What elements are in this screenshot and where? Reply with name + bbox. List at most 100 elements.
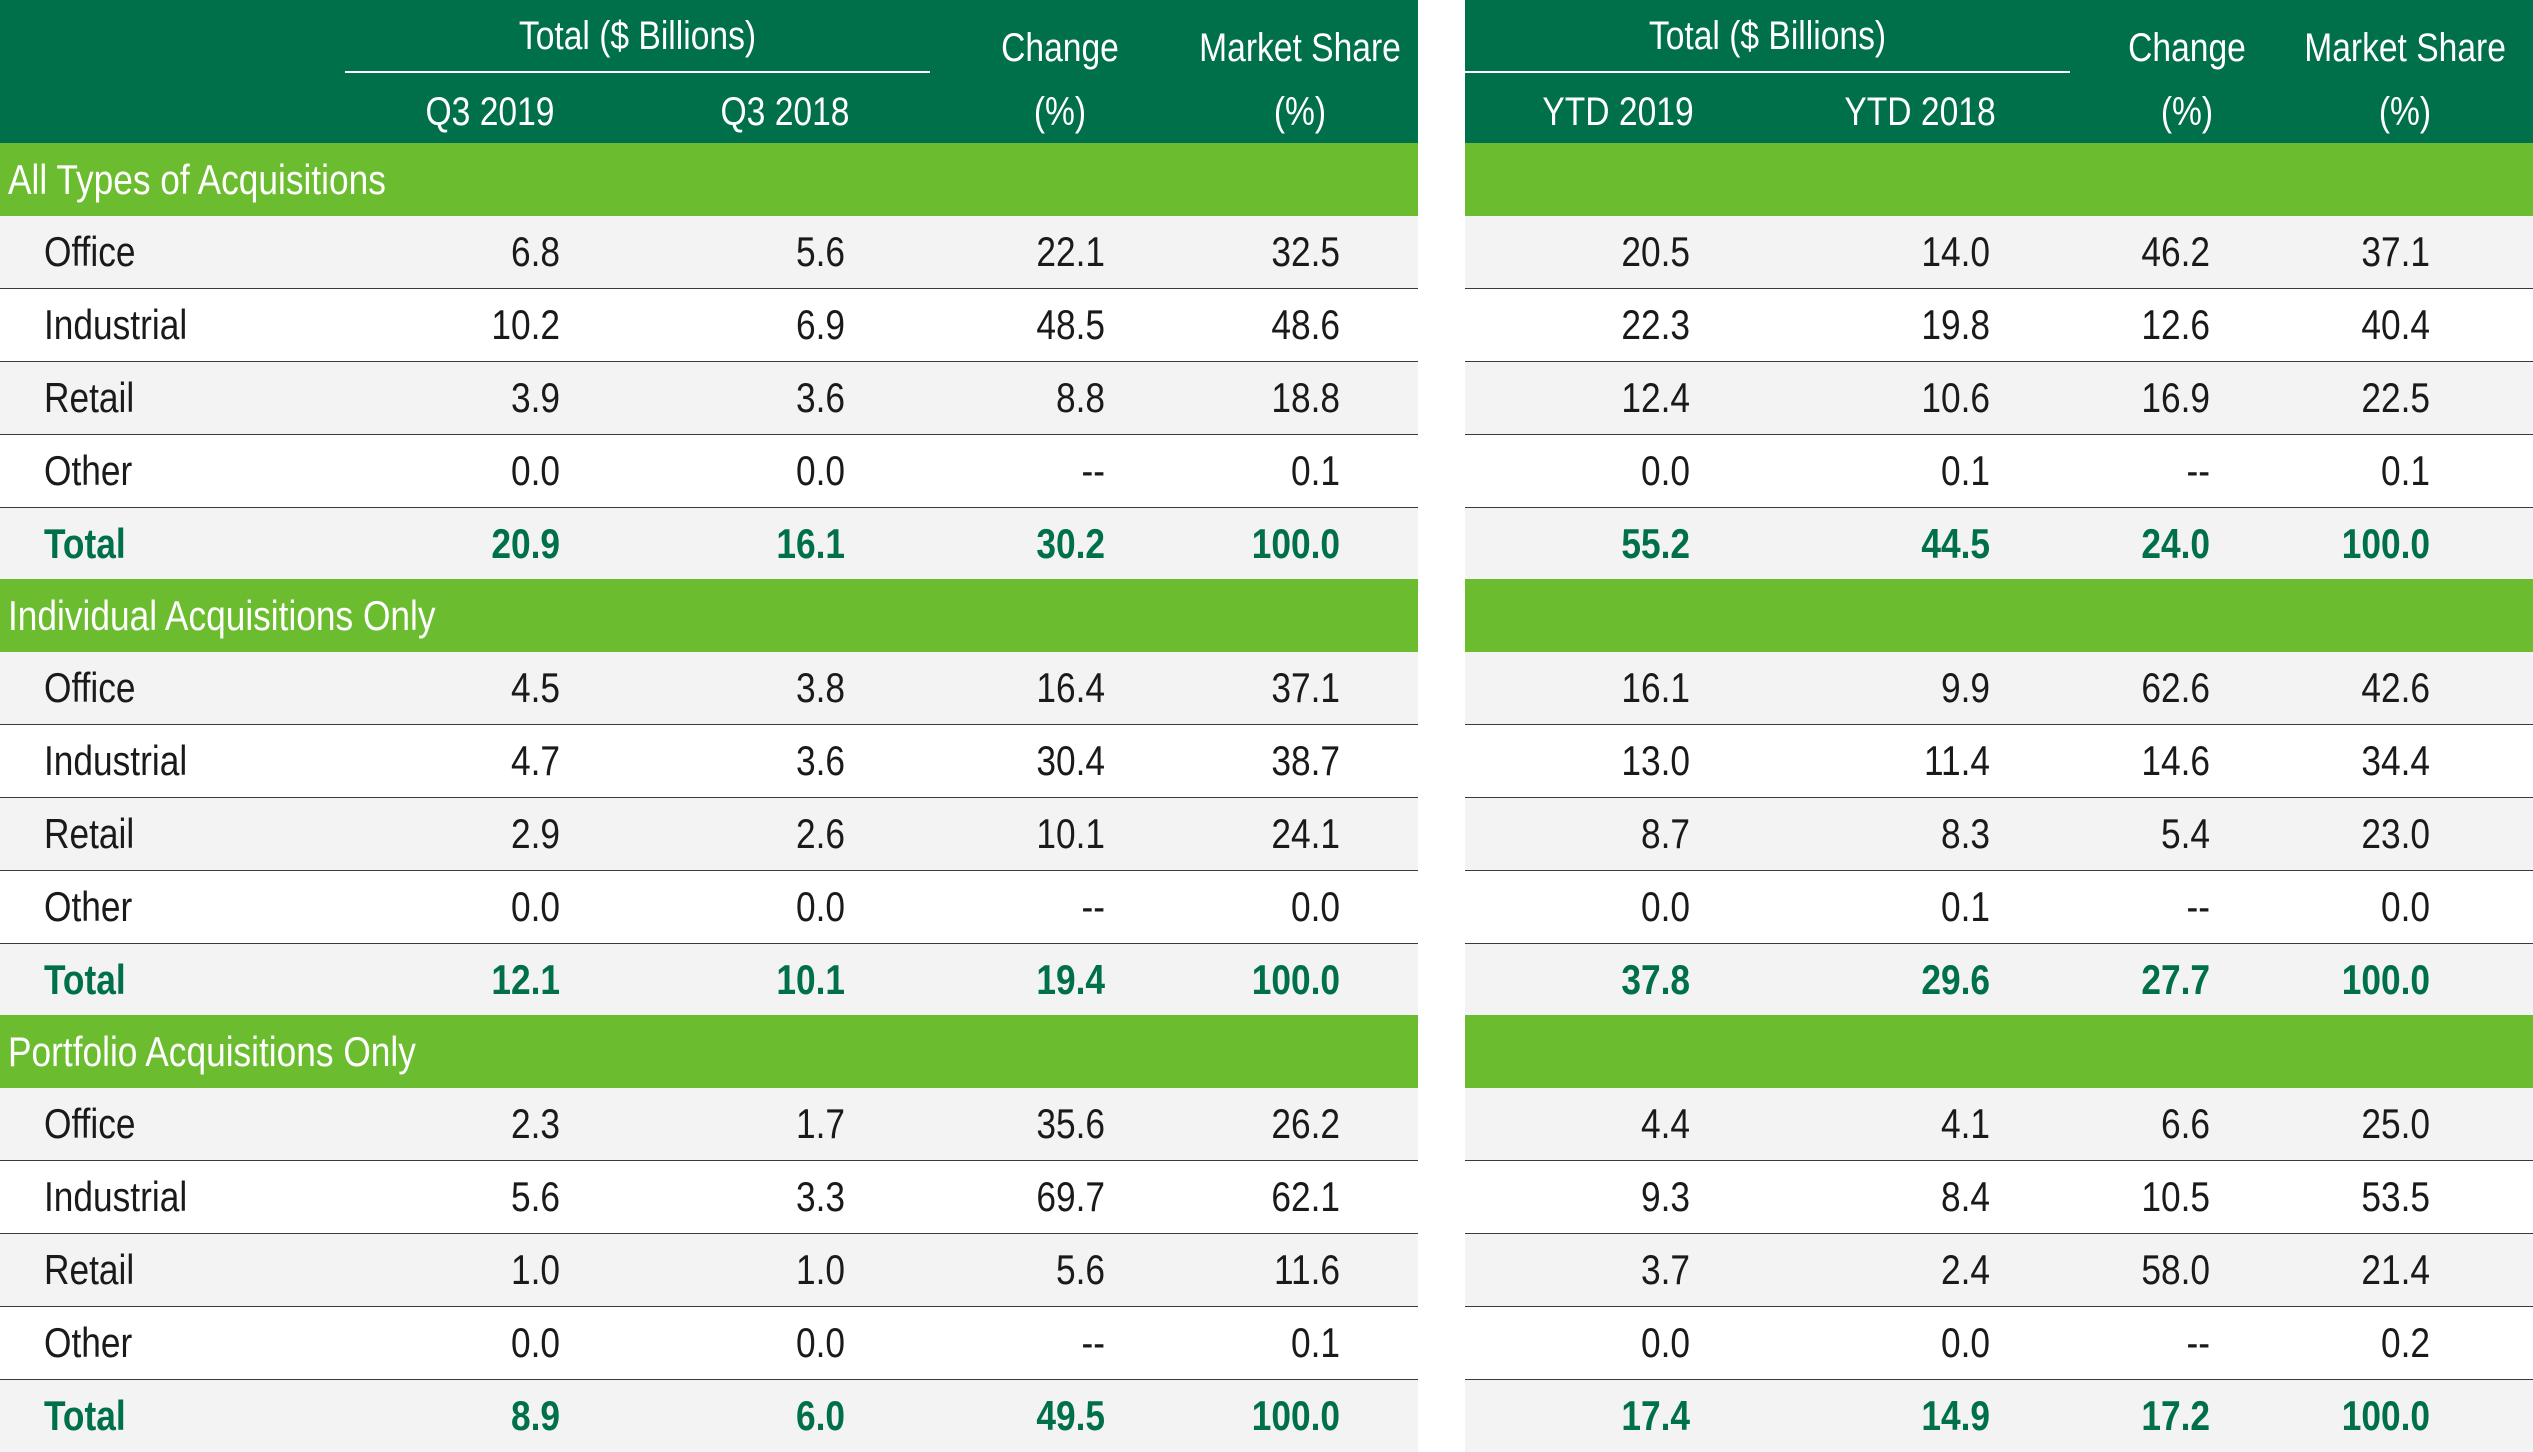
cell-change: 8.8	[1055, 374, 1105, 421]
table-row: Other 0.0 0.0 -- 0.1	[0, 435, 1418, 510]
cell-change: 10.5	[2141, 1173, 2210, 1220]
cell-share: 62.1	[1271, 1173, 1340, 1220]
table-row: Retail 3.9 3.6 8.8 18.8	[0, 362, 1418, 437]
cell-change: 58.0	[2141, 1246, 2210, 1293]
col-header-ytd-2019: YTD 2019	[1542, 90, 1694, 134]
section-header	[1465, 1015, 2533, 1088]
row-label: Retail	[44, 1246, 135, 1293]
cell-c2: 44.5	[1921, 520, 1990, 567]
cell-change: 46.2	[2141, 228, 2210, 275]
section-label: All Types of Acquisitions	[8, 156, 386, 203]
table-row: 20.5 14.0 46.2 37.1	[1465, 216, 2533, 291]
table-row: Industrial 4.7 3.6 30.4 38.7	[0, 725, 1418, 800]
cell-share: 0.1	[1290, 447, 1340, 494]
cell-share: 11.6	[1273, 1246, 1340, 1293]
row-label: Total	[44, 520, 126, 567]
total-row: 55.2 44.5 24.0 100.0	[1465, 508, 2533, 580]
cell-share: 24.1	[1271, 810, 1340, 857]
table-row: Retail 1.0 1.0 5.6 11.6	[0, 1234, 1418, 1309]
cell-c2: 3.3	[795, 1173, 845, 1220]
table-row: Office 4.5 3.8 16.4 37.1	[0, 652, 1418, 727]
cell-c2: 2.6	[795, 810, 845, 857]
row-label: Other	[44, 447, 133, 494]
cell-c1: 13.0	[1621, 737, 1690, 784]
table-row: 22.3 19.8 12.6 40.4	[1465, 289, 2533, 364]
cell-share: 100.0	[1251, 1392, 1340, 1439]
table-row: 13.0 11.4 14.6 34.4	[1465, 725, 2533, 800]
cell-c2: 8.4	[1940, 1173, 1990, 1220]
cell-change: --	[1081, 1319, 1105, 1366]
cell-c1: 0.0	[510, 447, 560, 494]
cell-c2: 6.9	[795, 301, 845, 348]
table-header: Total ($ Billions) YTD 2019 YTD 2018 Cha…	[1465, 0, 2533, 143]
section-header: Portfolio Acquisitions Only	[0, 1015, 1418, 1088]
cell-change: 30.4	[1036, 737, 1105, 784]
cell-c1: 6.8	[510, 228, 560, 275]
row-label: Industrial	[44, 1173, 188, 1220]
table-row: 16.1 9.9 62.6 42.6	[1465, 652, 2533, 727]
cell-share: 40.4	[2361, 301, 2430, 348]
section-header	[1465, 579, 2533, 652]
cell-c1: 5.6	[510, 1173, 560, 1220]
table-row: Other 0.0 0.0 -- 0.1	[0, 1307, 1418, 1382]
cell-change: 30.2	[1036, 520, 1105, 567]
cell-c2: 8.3	[1940, 810, 1990, 857]
cell-share: 100.0	[2341, 520, 2430, 567]
cell-share: 37.1	[2361, 228, 2430, 275]
cell-c1: 9.3	[1640, 1173, 1690, 1220]
cell-change: 14.6	[2141, 737, 2210, 784]
cell-c2: 16.1	[776, 520, 845, 567]
table-row: Retail 2.9 2.6 10.1 24.1	[0, 798, 1418, 873]
row-label: Total	[44, 1392, 126, 1439]
cell-change: 69.7	[1036, 1173, 1105, 1220]
cell-c2: 0.0	[795, 447, 845, 494]
row-label: Industrial	[44, 301, 188, 348]
ytd-acquisitions-table: Total ($ Billions) YTD 2019 YTD 2018 Cha…	[1465, 0, 2533, 1452]
cell-c1: 20.5	[1621, 228, 1690, 275]
cell-change: --	[2186, 1319, 2210, 1366]
cell-share: 25.0	[2361, 1100, 2430, 1147]
cell-c1: 2.3	[510, 1100, 560, 1147]
cell-share: 53.5	[2361, 1173, 2430, 1220]
cell-change: 62.6	[2141, 664, 2210, 711]
cell-share: 100.0	[2341, 1392, 2430, 1439]
col-header-market-share-unit: (%)	[2378, 90, 2432, 134]
cell-share: 0.0	[1290, 883, 1340, 930]
table-row: Other 0.0 0.0 -- 0.0	[0, 871, 1418, 946]
col-header-market-share-unit: (%)	[1273, 90, 1327, 134]
cell-change: 12.6	[2141, 301, 2210, 348]
cell-c2: 1.7	[795, 1100, 845, 1147]
section-label: Portfolio Acquisitions Only	[8, 1028, 416, 1075]
cell-c2: 14.9	[1921, 1392, 1990, 1439]
cell-c2: 3.6	[795, 374, 845, 421]
col-header-q3-2019: Q3 2019	[425, 90, 555, 134]
table-row: 12.4 10.6 16.9 22.5	[1465, 362, 2533, 437]
cell-change: 27.7	[2141, 956, 2210, 1003]
cell-c1: 0.0	[510, 1319, 560, 1366]
col-header-change-unit: (%)	[1033, 90, 1087, 134]
cell-share: 100.0	[1251, 956, 1340, 1003]
cell-c1: 10.2	[491, 301, 560, 348]
cell-c1: 8.7	[1640, 810, 1690, 857]
row-label: Other	[44, 883, 133, 930]
table-row: Industrial 5.6 3.3 69.7 62.1	[0, 1161, 1418, 1236]
cell-c2: 5.6	[795, 228, 845, 275]
cell-share: 100.0	[1251, 520, 1340, 567]
cell-change: 16.9	[2141, 374, 2210, 421]
cell-change: --	[2186, 447, 2210, 494]
cell-c2: 0.1	[1940, 447, 1990, 494]
cell-change: 5.4	[2160, 810, 2210, 857]
cell-c2: 19.8	[1921, 301, 1990, 348]
cell-c2: 0.0	[1940, 1319, 1990, 1366]
row-label: Retail	[44, 810, 135, 857]
header-underline	[345, 71, 930, 73]
cell-c2: 14.0	[1921, 228, 1990, 275]
cell-c2: 9.9	[1940, 664, 1990, 711]
cell-c2: 3.8	[795, 664, 845, 711]
col-header-change-unit: (%)	[2160, 90, 2214, 134]
col-header-change: Change	[2128, 26, 2246, 70]
group-header: Total ($ Billions)	[1648, 14, 1887, 58]
cell-c1: 16.1	[1621, 664, 1690, 711]
cell-c1: 55.2	[1621, 520, 1690, 567]
row-label: Office	[44, 664, 136, 711]
